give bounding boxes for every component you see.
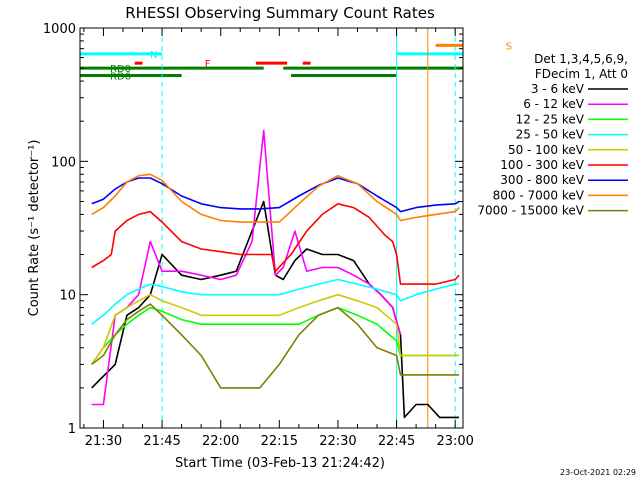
series-group <box>91 129 460 419</box>
series-line <box>91 177 460 213</box>
legend-label: 300 - 800 keV <box>500 173 584 187</box>
legend-header-line-2: FDecim 1, Att 0 <box>535 67 628 81</box>
flag-label: RD0 <box>110 64 131 75</box>
x-tick-label: 21:30 <box>85 434 122 449</box>
x-tick-label: 22:15 <box>261 434 298 449</box>
y-tick-label: 1 <box>68 422 76 437</box>
x-tick-label: 23:00 <box>436 434 473 449</box>
series-line <box>91 200 460 419</box>
flag-label: RD6 <box>110 72 131 83</box>
chart-title: RHESSI Observing Summary Count Rates <box>125 4 435 22</box>
legend-label: 6 - 12 keV <box>523 97 585 111</box>
legend-header-line-1: Det 1,3,4,5,6,9, <box>534 52 628 66</box>
x-tick-label: 22:00 <box>202 434 239 449</box>
flag-label: N <box>150 50 157 61</box>
y-tick-label: 10 <box>59 289 76 304</box>
footer-date: 23-Oct-2021 02:29 <box>560 468 636 477</box>
x-tick-label: 22:45 <box>378 434 415 449</box>
y-tick-label: 100 <box>51 155 76 170</box>
series-line <box>91 129 402 406</box>
x-tick-label: 22:30 <box>319 434 356 449</box>
y-tick-label: 1000 <box>43 22 76 37</box>
legend-label: 7000 - 15000 keV <box>477 204 584 218</box>
legend-label: 3 - 6 keV <box>531 82 585 96</box>
legend-label: 100 - 300 keV <box>500 158 584 172</box>
legend-label: 25 - 50 keV <box>516 128 585 142</box>
x-axis: 21:30 21:45 22:00 22:15 22:30 22:45 23:00 <box>83 28 474 449</box>
series-line <box>91 278 460 325</box>
legend-label: 800 - 7000 keV <box>493 188 585 202</box>
series-line <box>91 203 460 285</box>
series-line <box>91 303 460 389</box>
vertical-markers <box>161 28 456 428</box>
x-tick-label: 21:45 <box>143 434 180 449</box>
flag-label: F <box>205 59 211 70</box>
flag-label: S <box>506 41 512 52</box>
x-axis-label: Start Time (03-Feb-13 21:24:42) <box>175 456 385 471</box>
plot-frame <box>79 27 464 429</box>
y-axis-label: Count Rate (s⁻¹ detector⁻¹) <box>27 140 42 317</box>
series-line <box>91 293 460 365</box>
y-axis: 1 10 100 1000 <box>43 22 463 437</box>
legend-label: 50 - 100 keV <box>508 143 585 157</box>
series-line <box>91 173 460 223</box>
legend-label: 12 - 25 keV <box>516 112 585 126</box>
